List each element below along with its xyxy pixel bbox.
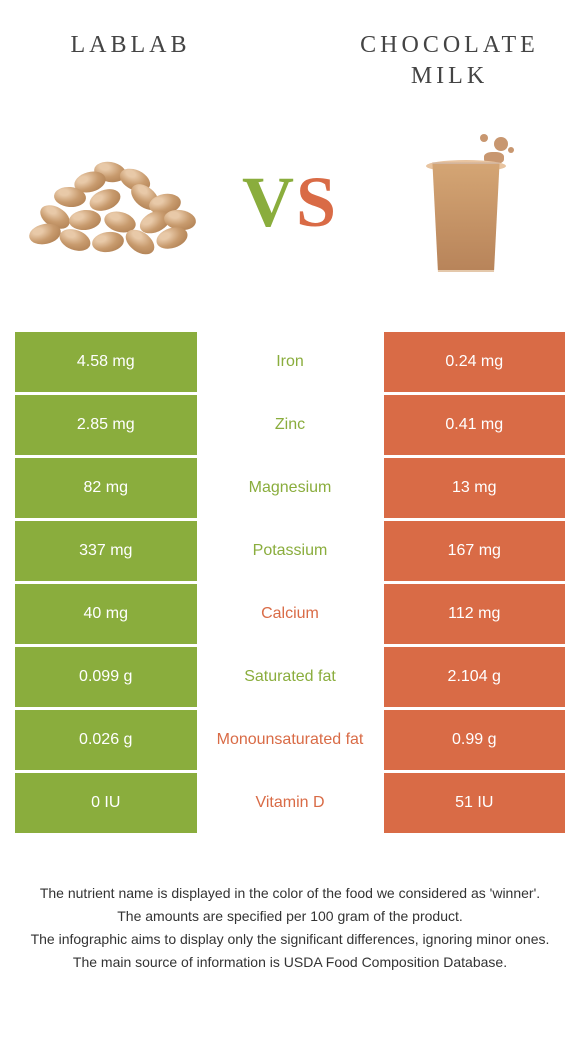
nutrient-name: Monounsaturated fat bbox=[197, 710, 384, 770]
nutrient-name: Vitamin D bbox=[197, 773, 384, 833]
table-row: 337 mgPotassium167 mg bbox=[15, 521, 565, 581]
nutrient-name: Potassium bbox=[197, 521, 384, 581]
nutrient-name: Magnesium bbox=[197, 458, 384, 518]
nutrient-value-left: 337 mg bbox=[15, 521, 197, 581]
nutrient-value-right: 0.24 mg bbox=[384, 332, 566, 392]
nutrient-comparison-table: 4.58 mgIron0.24 mg2.85 mgZinc0.41 mg82 m… bbox=[15, 332, 565, 833]
table-row: 4.58 mgIron0.24 mg bbox=[15, 332, 565, 392]
nutrient-value-left: 82 mg bbox=[15, 458, 197, 518]
nutrient-value-left: 2.85 mg bbox=[15, 395, 197, 455]
food-right-image bbox=[367, 122, 565, 282]
nutrient-value-left: 0.099 g bbox=[15, 647, 197, 707]
nutrient-value-right: 167 mg bbox=[384, 521, 566, 581]
footer-line-1: The nutrient name is displayed in the co… bbox=[25, 883, 555, 904]
nutrient-value-right: 13 mg bbox=[384, 458, 566, 518]
food-right-title: CHOCOLATE MILK bbox=[334, 30, 565, 92]
footer-line-4: The main source of information is USDA F… bbox=[25, 952, 555, 973]
nutrient-value-left: 40 mg bbox=[15, 584, 197, 644]
nutrient-value-left: 0.026 g bbox=[15, 710, 197, 770]
nutrient-name: Iron bbox=[197, 332, 384, 392]
table-row: 0.099 gSaturated fat2.104 g bbox=[15, 647, 565, 707]
nutrient-name: Zinc bbox=[197, 395, 384, 455]
nutrient-value-right: 112 mg bbox=[384, 584, 566, 644]
vs-v-letter: V bbox=[242, 162, 296, 242]
food-left-title: LABLAB bbox=[15, 30, 246, 92]
table-row: 82 mgMagnesium13 mg bbox=[15, 458, 565, 518]
nutrient-name: Saturated fat bbox=[197, 647, 384, 707]
nutrient-value-right: 2.104 g bbox=[384, 647, 566, 707]
table-row: 0 IUVitamin D51 IU bbox=[15, 773, 565, 833]
infographic-footer: The nutrient name is displayed in the co… bbox=[15, 883, 565, 973]
footer-line-3: The infographic aims to display only the… bbox=[25, 929, 555, 950]
food-left-image bbox=[15, 122, 213, 282]
table-row: 40 mgCalcium112 mg bbox=[15, 584, 565, 644]
vs-s-letter: S bbox=[296, 162, 338, 242]
nutrient-value-left: 4.58 mg bbox=[15, 332, 197, 392]
nutrient-value-right: 51 IU bbox=[384, 773, 566, 833]
nutrient-value-right: 0.99 g bbox=[384, 710, 566, 770]
vs-separator: VS bbox=[242, 161, 338, 244]
nutrient-name: Calcium bbox=[197, 584, 384, 644]
nutrient-value-left: 0 IU bbox=[15, 773, 197, 833]
footer-line-2: The amounts are specified per 100 gram o… bbox=[25, 906, 555, 927]
table-row: 0.026 gMonounsaturated fat0.99 g bbox=[15, 710, 565, 770]
table-row: 2.85 mgZinc0.41 mg bbox=[15, 395, 565, 455]
comparison-images-row: VS bbox=[15, 112, 565, 292]
nutrient-value-right: 0.41 mg bbox=[384, 395, 566, 455]
